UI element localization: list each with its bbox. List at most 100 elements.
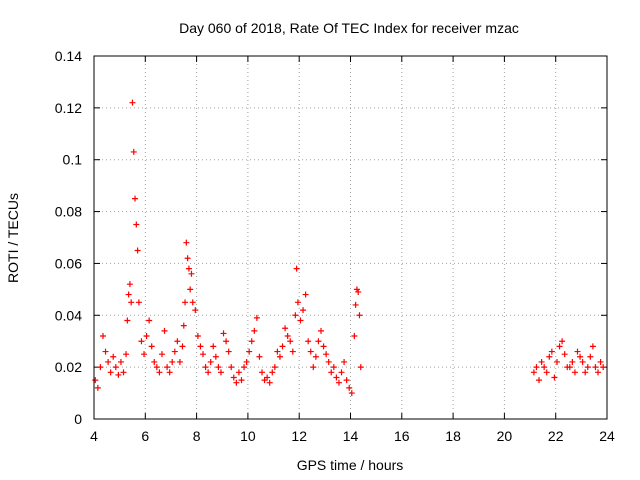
data-point bbox=[161, 327, 168, 334]
data-point bbox=[561, 351, 568, 358]
data-point bbox=[323, 351, 330, 358]
y-axis-ticks: 0 0.02 0.04 0.06 0.08 0.1 0.12 0.14 bbox=[55, 48, 607, 427]
data-point bbox=[192, 307, 199, 314]
data-point bbox=[269, 369, 276, 376]
data-point bbox=[571, 369, 578, 376]
data-point bbox=[207, 358, 214, 365]
data-point bbox=[171, 348, 178, 355]
data-point bbox=[553, 358, 560, 365]
data-point bbox=[574, 348, 581, 355]
data-point bbox=[102, 348, 109, 355]
y-tick-label: 0.14 bbox=[55, 48, 82, 64]
data-point bbox=[132, 195, 139, 202]
data-point bbox=[292, 312, 299, 319]
data-point bbox=[335, 379, 342, 386]
data-point bbox=[202, 364, 209, 371]
data-point bbox=[246, 348, 253, 355]
data-point bbox=[274, 348, 281, 355]
data-point bbox=[128, 299, 135, 306]
data-point bbox=[126, 281, 133, 288]
data-point bbox=[287, 338, 294, 345]
data-point bbox=[348, 390, 355, 397]
data-point bbox=[276, 353, 283, 360]
data-point bbox=[541, 364, 548, 371]
data-point bbox=[179, 343, 186, 350]
x-tick-label: 20 bbox=[497, 428, 513, 444]
y-tick-label: 0 bbox=[74, 411, 82, 427]
plot-frame bbox=[93, 55, 608, 420]
data-point bbox=[187, 286, 194, 293]
data-point bbox=[343, 377, 350, 384]
data-point bbox=[315, 338, 322, 345]
data-point bbox=[325, 358, 332, 365]
data-point bbox=[200, 351, 207, 358]
data-point bbox=[143, 333, 150, 340]
x-tick-label: 22 bbox=[548, 428, 564, 444]
data-point bbox=[253, 314, 260, 321]
x-tick-label: 8 bbox=[193, 428, 201, 444]
data-point bbox=[110, 353, 117, 360]
x-axis-label: GPS time / hours bbox=[297, 457, 404, 473]
data-point bbox=[243, 358, 250, 365]
data-point bbox=[294, 299, 301, 306]
data-point bbox=[577, 353, 584, 360]
data-point bbox=[543, 369, 550, 376]
data-point bbox=[125, 291, 132, 298]
data-point bbox=[551, 374, 558, 381]
data-point bbox=[197, 343, 204, 350]
data-point bbox=[592, 364, 599, 371]
y-axis-label: ROTI / TECUs bbox=[5, 193, 21, 283]
data-point bbox=[153, 364, 160, 371]
data-point bbox=[194, 333, 201, 340]
data-point bbox=[297, 317, 304, 324]
data-point bbox=[123, 351, 130, 358]
x-axis-ticks: 4 6 8 10 12 14 16 18 20 22 24 bbox=[90, 56, 615, 444]
x-tick-label: 24 bbox=[599, 428, 615, 444]
data-point bbox=[251, 327, 258, 334]
data-point bbox=[264, 374, 271, 381]
data-point bbox=[92, 377, 99, 384]
data-point bbox=[284, 333, 291, 340]
data-point bbox=[225, 348, 232, 355]
data-point bbox=[97, 364, 104, 371]
data-point bbox=[320, 343, 327, 350]
data-point bbox=[530, 369, 537, 376]
data-point bbox=[595, 369, 602, 376]
data-point bbox=[548, 348, 555, 355]
data-point bbox=[107, 369, 114, 376]
data-point bbox=[112, 364, 119, 371]
data-point bbox=[176, 358, 183, 365]
data-point bbox=[356, 312, 363, 319]
data-point bbox=[228, 364, 235, 371]
x-tick-label: 14 bbox=[343, 428, 359, 444]
data-point bbox=[238, 377, 245, 384]
data-point bbox=[579, 358, 586, 365]
data-point bbox=[305, 338, 312, 345]
data-point bbox=[146, 317, 153, 324]
data-point bbox=[169, 358, 176, 365]
data-point bbox=[166, 369, 173, 376]
data-point bbox=[158, 351, 165, 358]
data-point bbox=[124, 317, 131, 324]
data-point bbox=[230, 374, 237, 381]
data-point bbox=[351, 333, 358, 340]
data-point bbox=[183, 239, 190, 246]
y-tick-label: 0.06 bbox=[55, 255, 82, 271]
y-tick-label: 0.02 bbox=[55, 359, 82, 375]
data-point bbox=[156, 369, 163, 376]
data-point bbox=[282, 325, 289, 332]
data-point bbox=[151, 358, 158, 365]
data-point bbox=[318, 327, 325, 334]
data-point bbox=[133, 221, 140, 228]
data-point bbox=[289, 348, 296, 355]
y-tick-label: 0.08 bbox=[55, 204, 82, 220]
data-point bbox=[241, 364, 248, 371]
data-point bbox=[307, 348, 314, 355]
data-point bbox=[185, 265, 192, 272]
data-point bbox=[584, 364, 591, 371]
data-point bbox=[600, 364, 607, 371]
data-point bbox=[235, 369, 242, 376]
data-point bbox=[259, 369, 266, 376]
data-point bbox=[189, 299, 196, 306]
